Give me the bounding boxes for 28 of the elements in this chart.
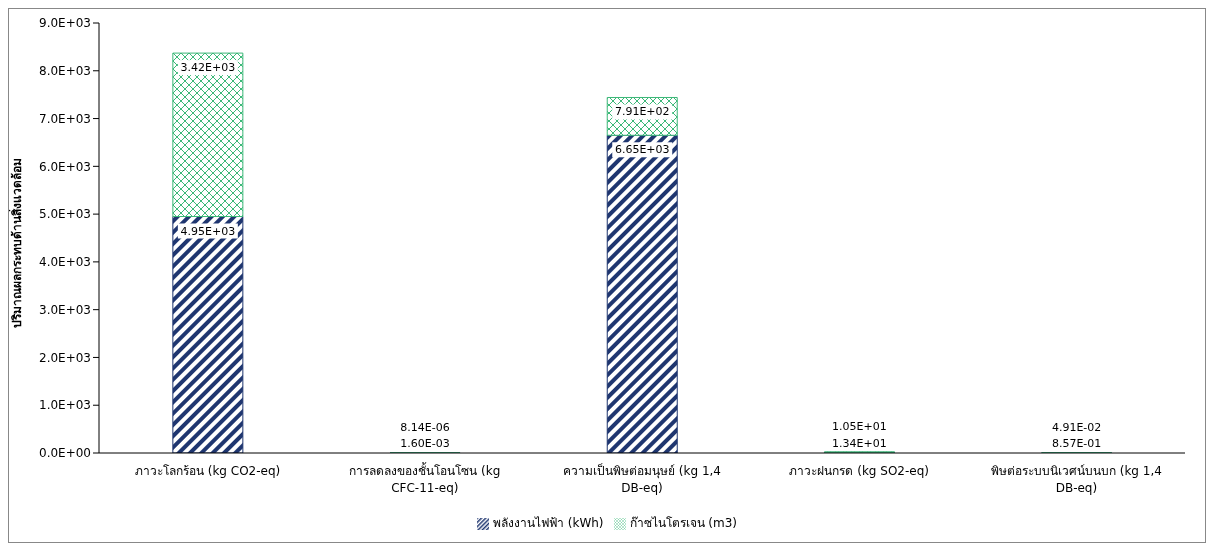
x-tick-label: ภาวะโลกร้อน (kg CO2-eq): [134, 464, 281, 478]
y-tick-label: 5.0E+03: [39, 207, 91, 222]
y-tick-label: 2.0E+03: [39, 350, 91, 365]
data-label: 1.34E+01: [832, 437, 887, 450]
legend-label: พลังงานไฟฟ้า (kWh): [492, 516, 604, 530]
y-tick-label: 9.0E+03: [39, 16, 91, 31]
data-label: 1.05E+01: [832, 420, 887, 434]
data-label: 6.65E+03: [614, 143, 670, 157]
data-label: 4.91E-02: [1051, 420, 1102, 434]
x-tick-label: ความเป็นพิษต่อมนุษย์ (kg 1,4 DB-eq): [563, 463, 721, 495]
data-label: 3.42E+03: [180, 61, 236, 75]
y-axis-title: ปริมาณผลกระทบด้านสิ่งแวดล้อม: [8, 158, 25, 328]
data-label: 1.60E-03: [400, 437, 450, 450]
data-label: 8.57E-01: [1051, 437, 1102, 450]
x-tick-label: พิษต่อระบบนิเวศน์บนบก (kg 1,4 DB-eq): [990, 464, 1162, 495]
x-tick-label: การลดลงของชั้นโอนโซน (kg CFC-11-eq): [349, 462, 501, 495]
y-tick-label: 4.0E+03: [39, 255, 91, 270]
data-label: 8.14E-06: [400, 421, 450, 434]
y-tick-label: 7.0E+03: [39, 111, 91, 126]
y-tick-label: 6.0E+03: [39, 159, 91, 174]
y-tick-label: 8.0E+03: [39, 64, 91, 79]
data-label: 4.95E+03: [180, 224, 236, 238]
y-tick-label: 1.0E+03: [39, 398, 91, 413]
y-tick-label: 3.0E+03: [39, 302, 91, 317]
legend-label: ก๊าซไนโตรเจน (m3): [629, 516, 738, 530]
x-tick-label: ภาวะฝนกรด (kg SO2-eq): [789, 464, 929, 478]
y-tick-label: 0.0E+00: [39, 446, 91, 461]
data-label: 7.91E+02: [614, 105, 670, 119]
